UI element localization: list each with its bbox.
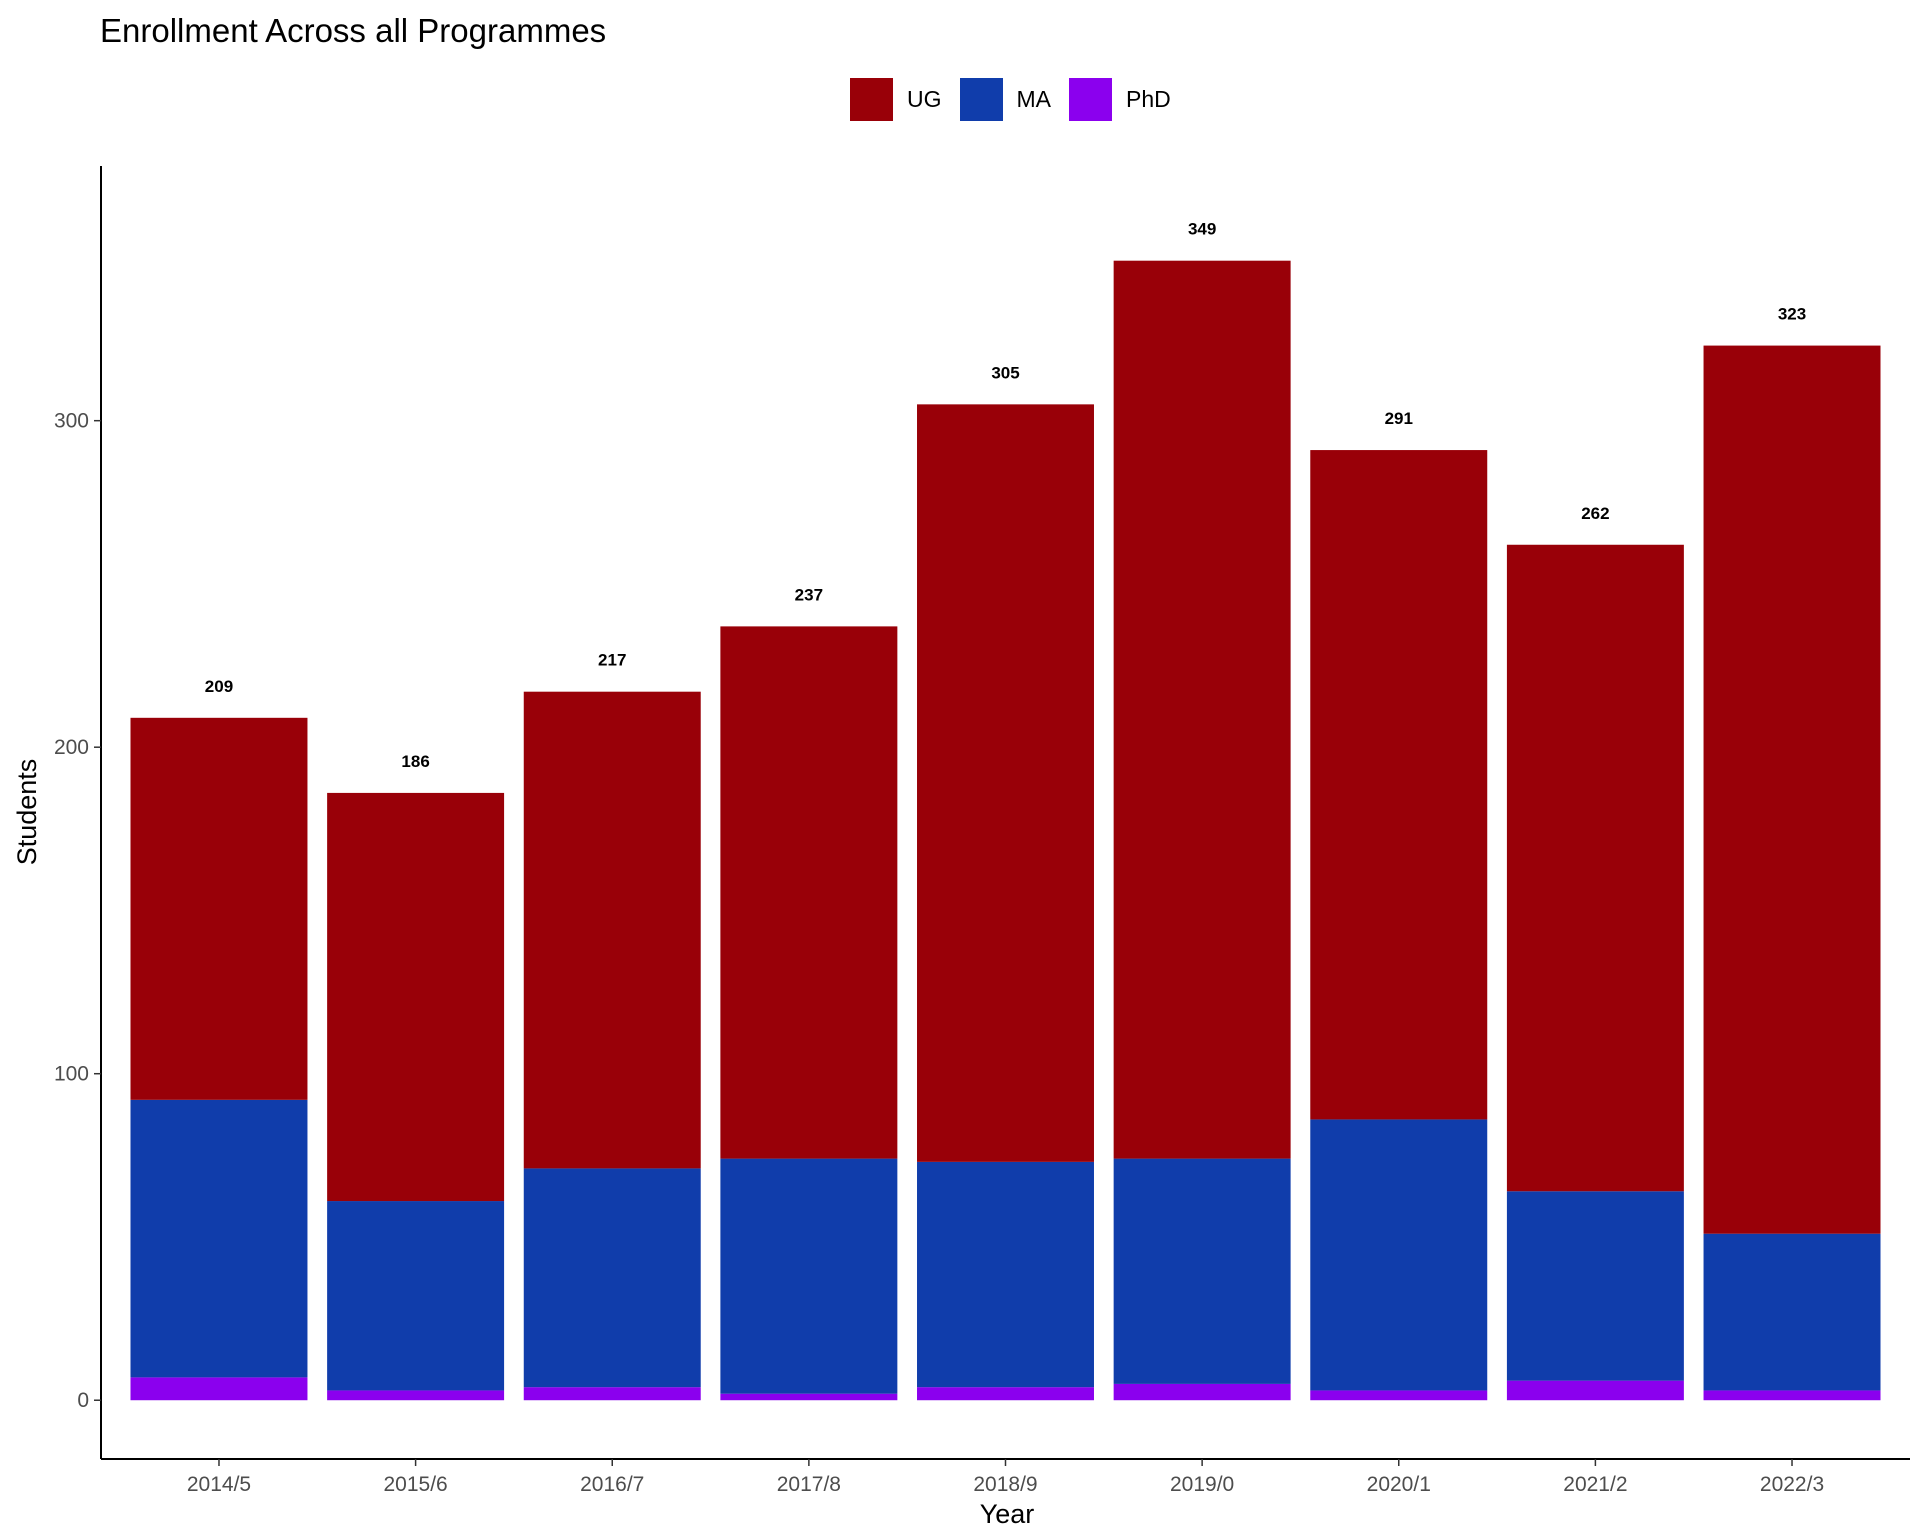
bar-phd-2016-7 bbox=[523, 1387, 701, 1401]
bar-phd-2022-3 bbox=[1703, 1390, 1881, 1401]
total-label-2014-5: 209 bbox=[205, 677, 233, 696]
bar-ug-2021-2 bbox=[1506, 544, 1684, 1192]
x-tick-label-2019-0: 2019/0 bbox=[1170, 1473, 1234, 1496]
chart-title: Enrollment Across all Programmes bbox=[100, 12, 607, 49]
x-tick-label-2014-5: 2014/5 bbox=[187, 1473, 251, 1496]
y-axis-ticks: 0 100 200 300 bbox=[54, 410, 101, 1412]
bar-ug-2019-0 bbox=[1113, 260, 1291, 1159]
data-label-layer: 209 186 217 237 305 349 291 262 323 bbox=[205, 220, 1806, 771]
bar-ug-2018-9 bbox=[917, 404, 1094, 1162]
bar-ug-2017-8 bbox=[720, 626, 898, 1159]
legend-key-phd bbox=[1069, 77, 1112, 121]
bar-ma-2015-6 bbox=[327, 1201, 505, 1391]
x-tick-label-2016-7: 2016/7 bbox=[580, 1473, 644, 1496]
bar-ma-2019-0 bbox=[1113, 1158, 1291, 1384]
legend-key-ma bbox=[959, 77, 1003, 121]
total-label-2021-2: 262 bbox=[1581, 504, 1609, 523]
bar-ug-2020-1 bbox=[1310, 450, 1488, 1120]
bar-ma-2014-5 bbox=[130, 1099, 308, 1378]
bar-layer bbox=[130, 260, 1881, 1401]
bar-phd-2015-6 bbox=[327, 1390, 505, 1401]
bar-ma-2018-9 bbox=[917, 1161, 1094, 1388]
legend: UG MA PhD bbox=[850, 76, 1189, 122]
total-label-2019-0: 349 bbox=[1188, 220, 1216, 239]
x-tick-label-2021-2: 2021/2 bbox=[1563, 1473, 1627, 1496]
bar-phd-2021-2 bbox=[1506, 1380, 1684, 1401]
bar-phd-2017-8 bbox=[720, 1393, 898, 1401]
x-tick-label-2017-8: 2017/8 bbox=[777, 1473, 841, 1496]
total-label-2015-6: 186 bbox=[401, 752, 429, 771]
y-tick-label-0: 0 bbox=[77, 1389, 89, 1412]
y-tick-label-100: 100 bbox=[54, 1063, 89, 1086]
bar-phd-2019-0 bbox=[1113, 1383, 1291, 1401]
bar-ug-2014-5 bbox=[130, 717, 308, 1100]
total-label-2016-7: 217 bbox=[598, 651, 626, 670]
y-tick-label-200: 200 bbox=[54, 736, 89, 759]
x-tick-label-2018-9: 2018/9 bbox=[973, 1473, 1037, 1496]
x-tick-label-2022-3: 2022/3 bbox=[1760, 1473, 1824, 1496]
x-axis-title: Year bbox=[980, 1499, 1035, 1529]
bar-ug-2015-6 bbox=[327, 792, 505, 1202]
x-axis-ticks: 2014/5 2015/6 2016/7 2017/8 2018/9 2019/0 2020… bbox=[187, 1459, 1824, 1496]
bar-phd-2018-9 bbox=[917, 1387, 1094, 1401]
legend-item-ma: MA bbox=[959, 77, 1052, 121]
legend-label-phd: PhD bbox=[1126, 85, 1171, 112]
y-axis-title: Students bbox=[12, 759, 42, 866]
total-label-2022-3: 323 bbox=[1778, 305, 1806, 324]
bar-ug-2022-3 bbox=[1703, 345, 1881, 1234]
legend-label-ma: MA bbox=[1016, 85, 1052, 112]
total-label-2017-8: 237 bbox=[795, 585, 823, 604]
legend-item-phd: PhD bbox=[1069, 77, 1171, 121]
legend-item-ug: UG bbox=[850, 77, 942, 121]
total-label-2020-1: 291 bbox=[1385, 409, 1413, 428]
bar-ma-2016-7 bbox=[523, 1168, 701, 1388]
legend-key-ug bbox=[850, 77, 893, 121]
total-label-2018-9: 305 bbox=[991, 363, 1019, 382]
bar-ma-2020-1 bbox=[1310, 1119, 1488, 1391]
bar-ug-2016-7 bbox=[523, 691, 701, 1169]
bar-phd-2020-1 bbox=[1310, 1390, 1488, 1401]
bar-ma-2022-3 bbox=[1703, 1233, 1881, 1391]
x-tick-label-2015-6: 2015/6 bbox=[383, 1473, 447, 1496]
y-tick-label-300: 300 bbox=[54, 410, 89, 433]
bar-ma-2021-2 bbox=[1506, 1191, 1684, 1381]
x-tick-label-2020-1: 2020/1 bbox=[1367, 1473, 1431, 1496]
bar-ma-2017-8 bbox=[720, 1158, 898, 1394]
legend-label-ug: UG bbox=[907, 85, 942, 112]
bar-phd-2014-5 bbox=[130, 1377, 308, 1401]
